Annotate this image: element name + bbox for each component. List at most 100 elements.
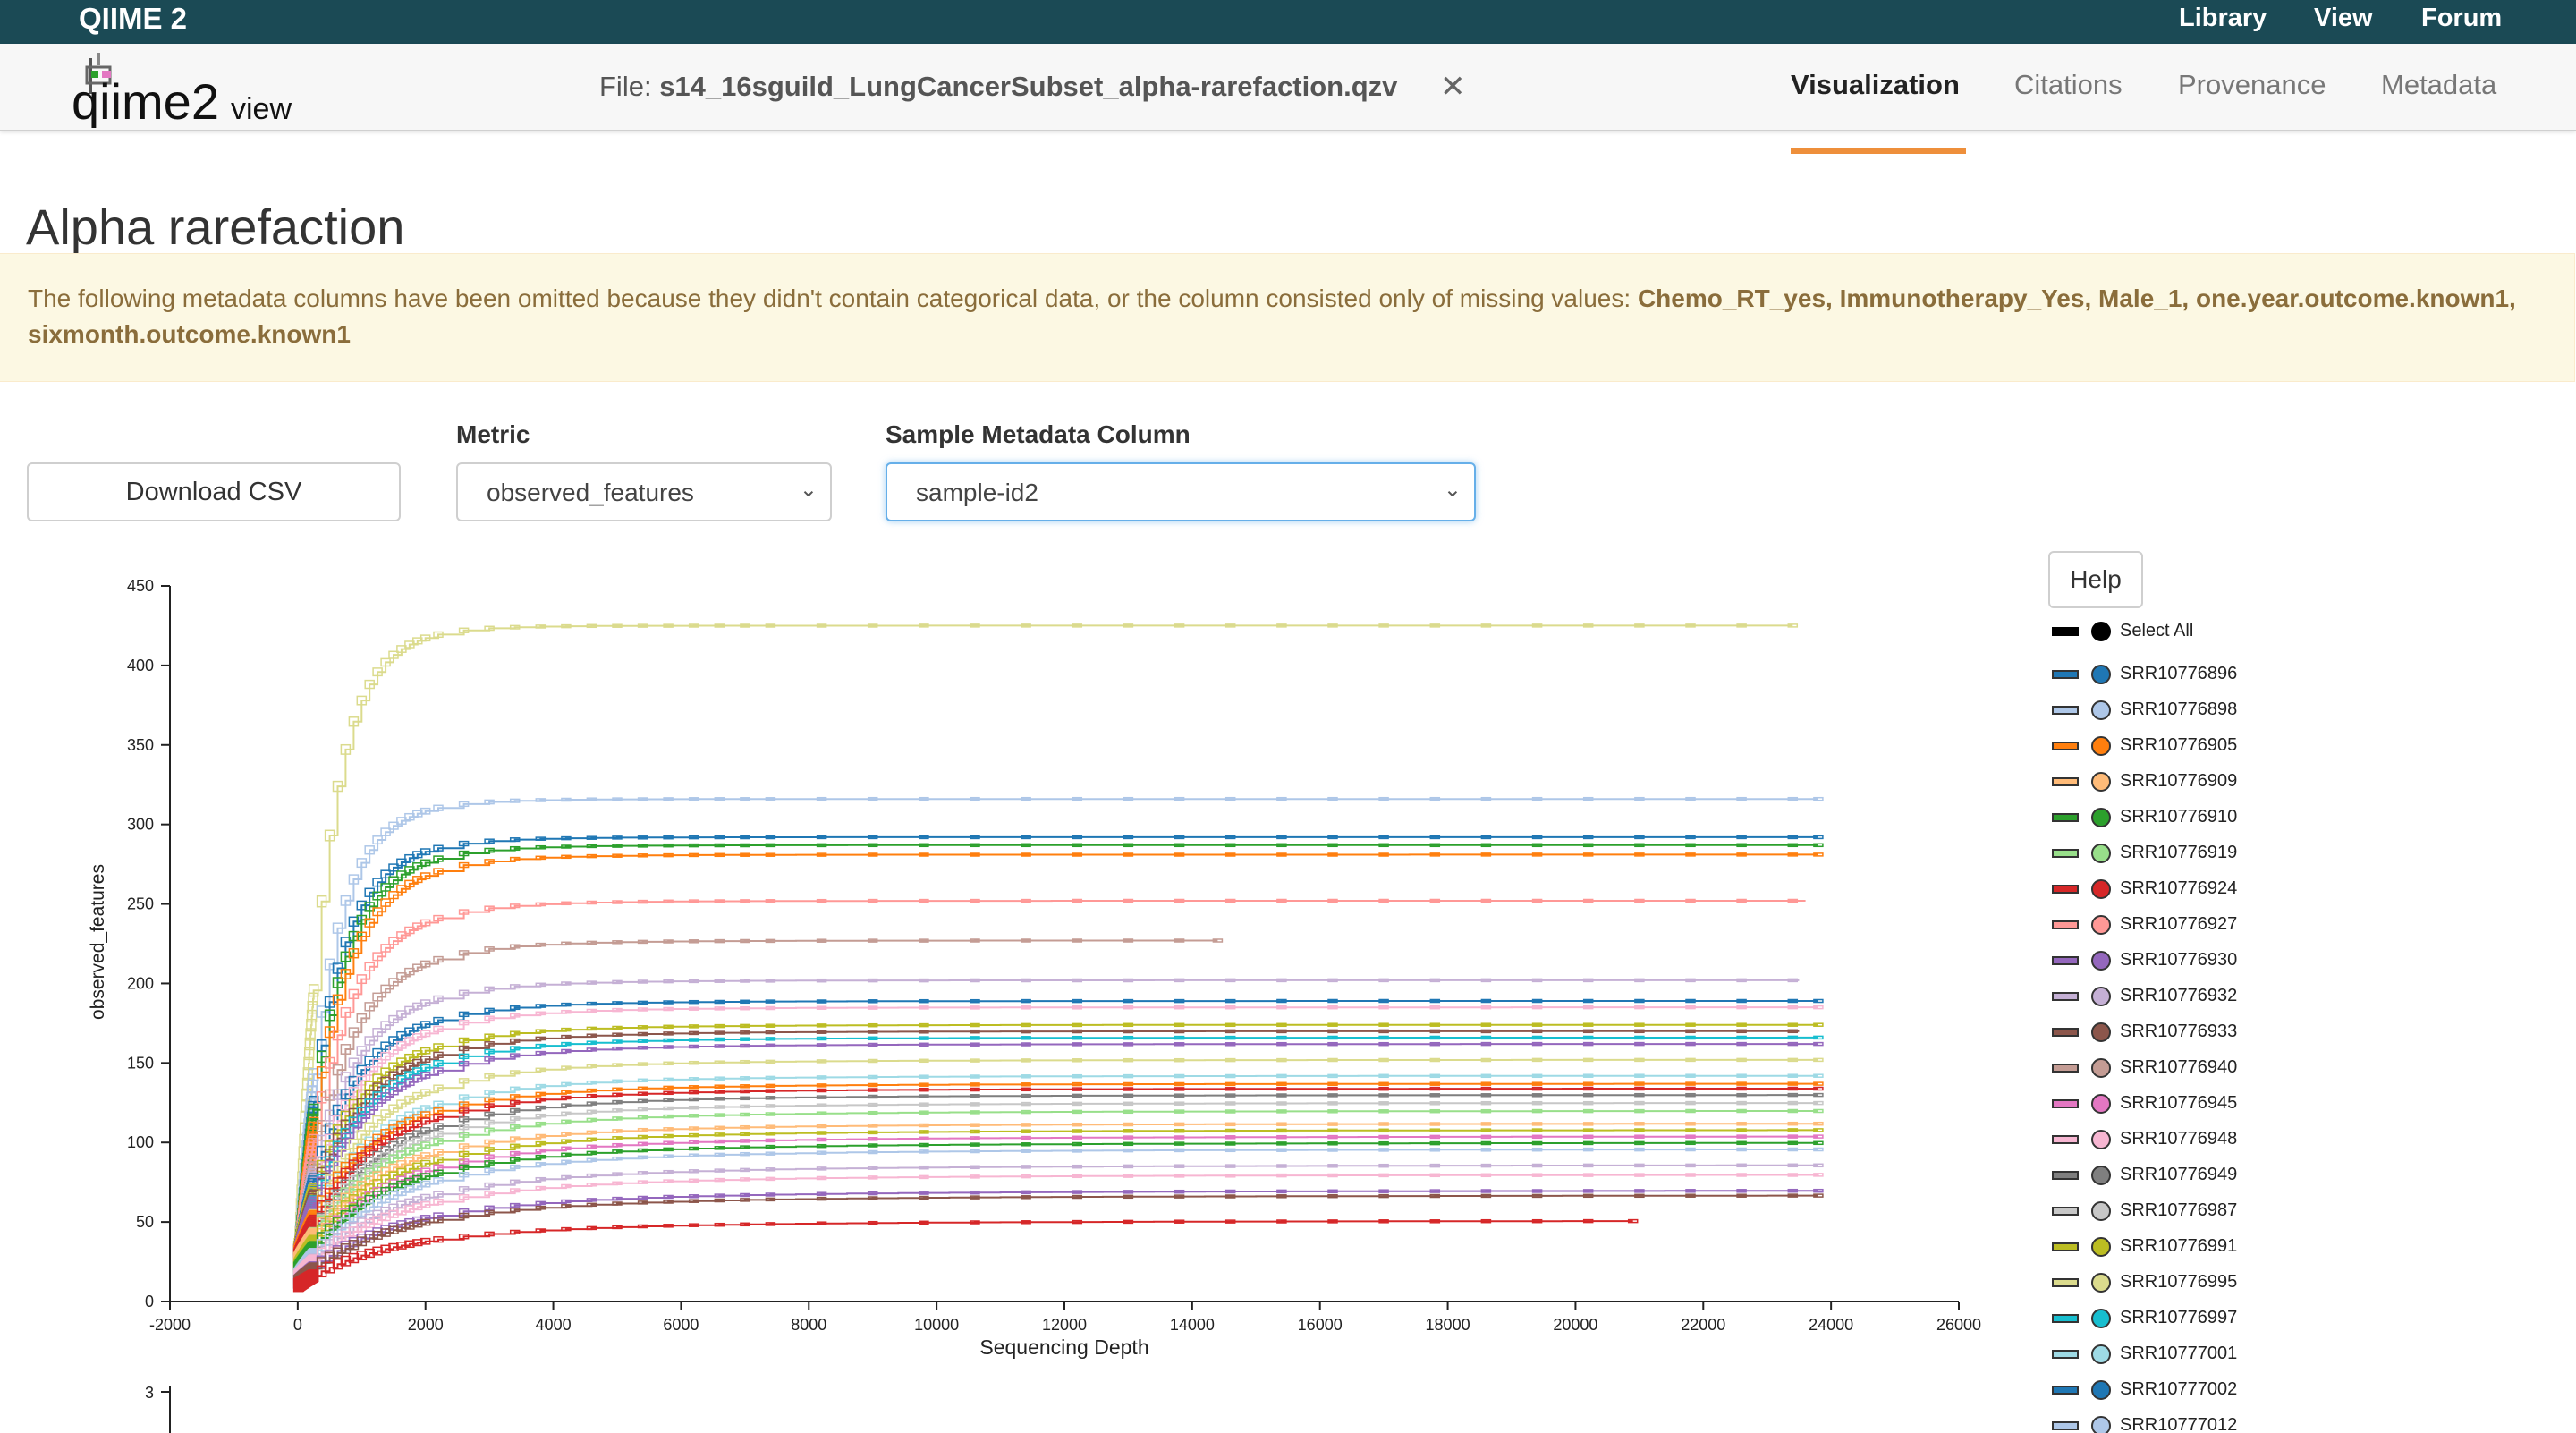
legend-item[interactable]: SRR10776933	[2048, 1018, 2549, 1054]
nav-view-link[interactable]: View	[2314, 4, 2373, 32]
legend-line-swatch[interactable]	[2052, 849, 2079, 858]
tab-provenance[interactable]: Provenance	[2178, 69, 2326, 100]
legend-item[interactable]: SRR10776930	[2048, 946, 2549, 982]
metric-select[interactable]: observed_features ⌄	[456, 462, 832, 521]
brand-link[interactable]: QIIME 2	[79, 2, 188, 35]
legend-line-swatch[interactable]	[2052, 1386, 2079, 1395]
qiime2-view-logo[interactable]: qiime2 view	[72, 51, 304, 130]
legend-dot-swatch[interactable]	[2091, 844, 2111, 863]
legend-item[interactable]: SRR10776991	[2048, 1233, 2549, 1268]
tab-visualization[interactable]: Visualization	[1791, 69, 1960, 100]
legend-dot-swatch[interactable]	[2091, 1094, 2111, 1114]
legend-dot-swatch[interactable]	[2091, 1022, 2111, 1042]
legend-dot-swatch[interactable]	[2091, 808, 2111, 827]
data-point-box	[1072, 1035, 1083, 1040]
legend-item[interactable]: SRR10776949	[2048, 1161, 2549, 1197]
legend-line-swatch[interactable]	[2052, 1099, 2079, 1108]
metadata-column-select[interactable]: sample-id2 ⌄	[886, 462, 1476, 521]
legend-dot-swatch[interactable]	[2091, 700, 2111, 720]
legend-item[interactable]: SRR10777002	[2048, 1376, 2549, 1412]
legend-line-swatch[interactable]	[2052, 742, 2079, 750]
legend-item[interactable]: SRR10776909	[2048, 767, 2549, 803]
legend-item[interactable]: SRR10776919	[2048, 839, 2549, 875]
legend-item[interactable]: SRR10776948	[2048, 1125, 2549, 1161]
legend-item[interactable]: SRR10776940	[2048, 1054, 2549, 1090]
data-point-box	[1480, 796, 1492, 801]
data-point-box	[332, 1217, 343, 1228]
legend-line-swatch[interactable]	[2052, 706, 2079, 715]
legend-dot-swatch[interactable]	[2091, 736, 2111, 756]
legend-item[interactable]: SRR10776905	[2048, 732, 2549, 767]
data-point-box	[1634, 998, 1645, 1004]
legend-dot-swatch[interactable]	[2091, 1273, 2111, 1293]
legend-dot-swatch[interactable]	[2091, 915, 2111, 935]
close-file-icon[interactable]: ✕	[1440, 70, 1466, 104]
data-point-box	[919, 1036, 929, 1040]
data-point-box	[714, 1090, 725, 1094]
legend-line-swatch[interactable]	[2052, 1064, 2079, 1073]
legend-line-swatch[interactable]	[2052, 627, 2079, 636]
legend-dot-swatch[interactable]	[2091, 1237, 2111, 1257]
legend-dot-swatch[interactable]	[2091, 951, 2111, 971]
legend-item[interactable]: SRR10776987	[2048, 1197, 2549, 1233]
legend-line-swatch[interactable]	[2052, 1171, 2079, 1180]
legend-item[interactable]: SRR10776927	[2048, 911, 2549, 946]
legend-dot-swatch[interactable]	[2091, 1130, 2111, 1149]
legend-item[interactable]: SRR10776896	[2048, 660, 2549, 696]
legend-line-swatch[interactable]	[2052, 1028, 2079, 1037]
legend-line-swatch[interactable]	[2052, 992, 2079, 1001]
legend-dot-swatch[interactable]	[2091, 1058, 2111, 1078]
legend-line-swatch[interactable]	[2052, 777, 2079, 786]
legend-dot-swatch[interactable]	[2091, 1309, 2111, 1328]
legend-item[interactable]: SRR10777001	[2048, 1340, 2549, 1376]
data-point-box	[1224, 623, 1236, 628]
legend-line-swatch[interactable]	[2052, 885, 2079, 894]
legend-item[interactable]: SRR10776995	[2048, 1268, 2549, 1304]
file-prefix: File:	[599, 71, 660, 102]
legend-dot-swatch[interactable]	[2091, 1416, 2111, 1433]
legend-item[interactable]: SRR10776898	[2048, 696, 2549, 732]
legend-item[interactable]: SRR10776924	[2048, 875, 2549, 911]
tab-citations[interactable]: Citations	[2014, 69, 2123, 100]
data-point-box	[919, 843, 929, 848]
legend-line-swatch[interactable]	[2052, 1207, 2079, 1216]
nav-forum-link[interactable]: Forum	[2421, 4, 2503, 32]
legend-line-swatch[interactable]	[2052, 1314, 2079, 1323]
help-button[interactable]: Help	[2048, 551, 2143, 608]
data-point-box	[458, 1132, 470, 1138]
legend-dot-swatch[interactable]	[2091, 772, 2111, 792]
legend-dot-swatch[interactable]	[2091, 1166, 2111, 1185]
legend-line-swatch[interactable]	[2052, 1350, 2079, 1359]
series-group	[292, 1147, 1824, 1283]
data-point-box	[1736, 1022, 1747, 1027]
data-point-box	[1634, 1035, 1645, 1040]
legend-item[interactable]: SRR10777012	[2048, 1412, 2549, 1433]
legend-dot-swatch[interactable]	[2091, 1380, 2111, 1400]
data-point-box	[1378, 1163, 1389, 1168]
legend-dot-swatch[interactable]	[2091, 1344, 2111, 1364]
legend-select-all[interactable]: Select All	[2048, 617, 2549, 653]
tab-metadata[interactable]: Metadata	[2381, 69, 2497, 100]
legend-line-swatch[interactable]	[2052, 956, 2079, 965]
legend-dot-swatch[interactable]	[2091, 665, 2111, 684]
legend-line-swatch[interactable]	[2052, 670, 2079, 679]
data-point-box	[740, 1151, 750, 1157]
data-point-box	[458, 1078, 470, 1084]
legend-item[interactable]: SRR10776932	[2048, 982, 2549, 1018]
legend-dot-swatch[interactable]	[2091, 987, 2111, 1006]
legend-dot-swatch[interactable]	[2091, 1201, 2111, 1221]
legend-line-swatch[interactable]	[2052, 920, 2079, 929]
legend-line-swatch[interactable]	[2052, 813, 2079, 822]
data-point-box	[1123, 1042, 1134, 1047]
legend-dot-swatch[interactable]	[2091, 879, 2111, 899]
legend-item[interactable]: SRR10776997	[2048, 1304, 2549, 1340]
legend-line-swatch[interactable]	[2052, 1135, 2079, 1144]
download-csv-button[interactable]: Download CSV	[27, 462, 401, 521]
legend-item[interactable]: SRR10776910	[2048, 803, 2549, 839]
legend-line-swatch[interactable]	[2052, 1278, 2079, 1287]
legend-item[interactable]: SRR10776945	[2048, 1090, 2549, 1125]
legend-dot-swatch[interactable]	[2091, 622, 2111, 641]
legend-line-swatch[interactable]	[2052, 1421, 2079, 1430]
legend-line-swatch[interactable]	[2052, 1242, 2079, 1251]
nav-library-link[interactable]: Library	[2179, 4, 2267, 32]
